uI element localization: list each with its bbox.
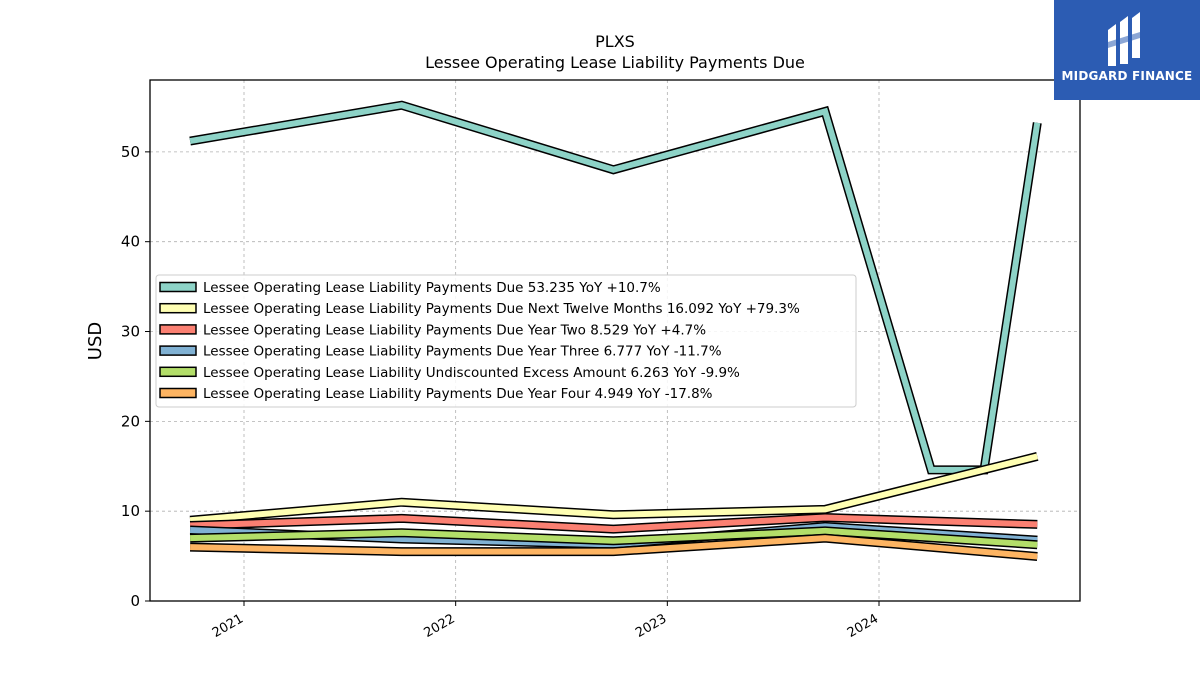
legend-swatch [159, 345, 197, 356]
x-tick-label: 2024 [845, 611, 881, 641]
series-line-fill [189, 514, 1038, 533]
series-line-fill [189, 453, 1039, 524]
y-tick-label: 50 [121, 143, 140, 161]
y-axis: 0 10 20 30 40 50 [121, 143, 150, 610]
legend-swatch [159, 366, 197, 378]
series-line [189, 512, 1038, 534]
brand-logo: MIDGARD FINANCE [1054, 0, 1200, 100]
legend-entry: Lessee Operating Lease Liability Undisco… [203, 365, 740, 381]
legend-swatch [159, 302, 197, 314]
legend-entry: Lessee Operating Lease Liability Payment… [203, 386, 713, 402]
y-tick-label: 30 [121, 323, 140, 341]
legend-entry: Lessee Operating Lease Liability Payment… [203, 301, 800, 317]
legend-swatch [159, 324, 197, 335]
chart-subtitle: Lessee Operating Lease Liability Payment… [425, 53, 805, 72]
legend-entry: Lessee Operating Lease Liability Payment… [203, 280, 661, 296]
brand-name: MIDGARD FINANCE [1061, 69, 1193, 83]
legend-entry: Lessee Operating Lease Liability Payment… [203, 322, 706, 338]
legend-swatch [159, 387, 197, 399]
y-tick-label: 20 [121, 412, 140, 430]
series-line [189, 526, 1038, 550]
chart-title: PLXS [595, 32, 635, 51]
x-tick-label: 2022 [422, 611, 458, 641]
midgard-logo-icon [1108, 12, 1140, 66]
x-tick-label: 2021 [210, 611, 246, 641]
series-line-fill [190, 535, 1038, 560]
y-tick-label: 0 [130, 592, 140, 610]
plot-frame [149, 79, 1081, 602]
y-tick-label: 40 [121, 233, 140, 251]
legend-box [155, 274, 857, 408]
legend-swatch [159, 281, 197, 293]
x-axis: 2021 2022 2023 2024 [210, 601, 881, 641]
x-tick-label: 2023 [633, 611, 669, 641]
series-lines [189, 100, 1042, 561]
y-tick-label: 10 [121, 502, 140, 520]
series-line [190, 533, 1038, 561]
legend-entry: Lessee Operating Lease Liability Payment… [203, 344, 722, 360]
y-axis-label: USD [85, 322, 106, 360]
legend: Lessee Operating Lease Liability Payment… [155, 274, 857, 408]
series-line [189, 452, 1039, 525]
series-line-fill [190, 527, 1038, 548]
